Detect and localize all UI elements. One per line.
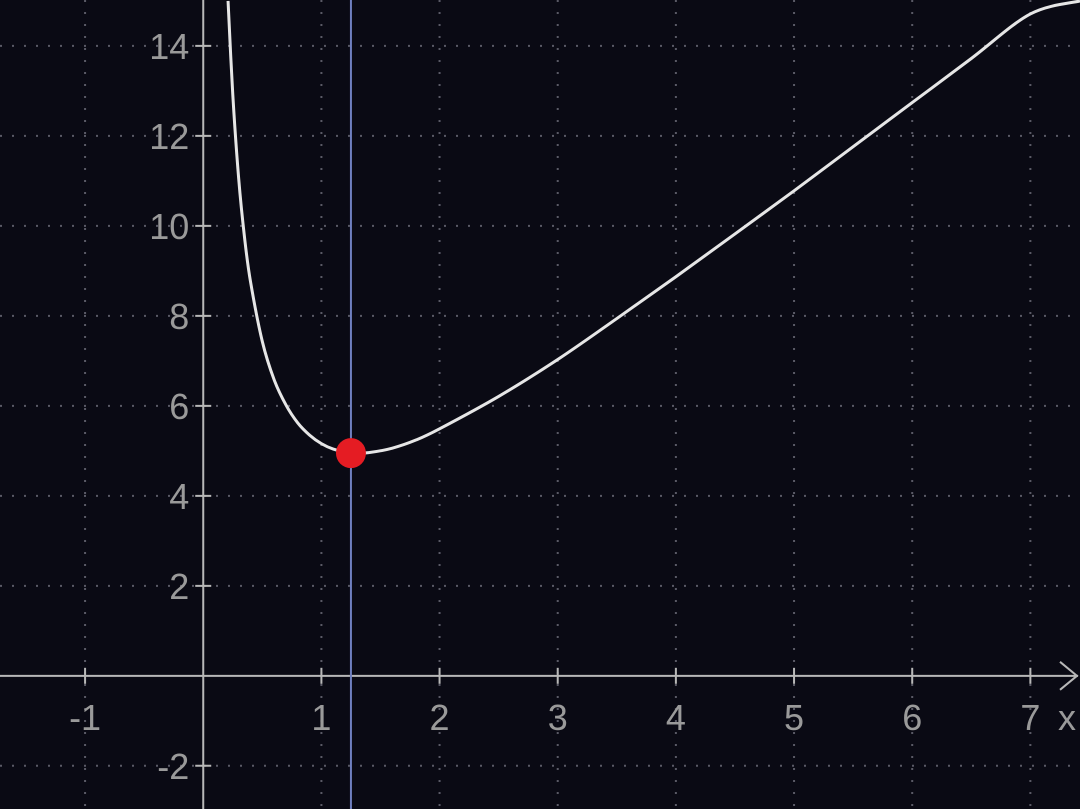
function-curve — [226, 0, 1080, 455]
x-axis-ticks: -1 1 2 3 4 5 6 7 — [69, 667, 1040, 738]
minimum-point — [335, 438, 366, 469]
y-tick-label: 10 — [149, 206, 189, 247]
x-tick-label: 3 — [548, 697, 568, 738]
y-tick-label: -2 — [157, 746, 189, 787]
x-tick-label: 6 — [902, 697, 922, 738]
y-tick-label: 6 — [169, 386, 189, 427]
y-tick-label: 8 — [169, 296, 189, 337]
x-axis-label: x — [1058, 697, 1076, 738]
y-tick-label: 4 — [169, 476, 189, 517]
y-axis-ticks: -2 2 4 6 8 10 12 14 — [149, 26, 212, 787]
markers-layer — [335, 0, 366, 809]
series-layer — [226, 0, 1080, 455]
x-tick-label: 4 — [666, 697, 686, 738]
y-tick-label: 14 — [149, 26, 189, 67]
x-tick-label: 5 — [784, 697, 804, 738]
x-tick-label: 1 — [311, 697, 331, 738]
x-axis-arrow-icon — [1059, 661, 1079, 691]
y-tick-label: 2 — [169, 566, 189, 607]
x-tick-label: 2 — [430, 697, 450, 738]
x-tick-label: -1 — [69, 697, 101, 738]
y-tick-label: 12 — [149, 116, 189, 157]
x-tick-label: 7 — [1020, 697, 1040, 738]
